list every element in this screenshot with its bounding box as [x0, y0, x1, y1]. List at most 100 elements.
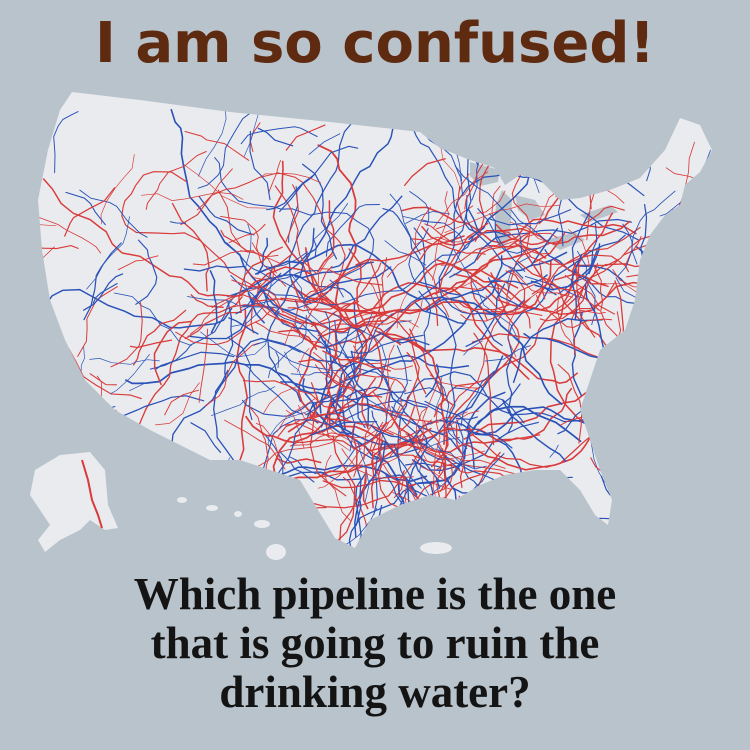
alaska-pipeline — [81, 459, 103, 529]
pipeline-line — [465, 283, 506, 348]
pipeline-line — [429, 411, 468, 425]
pipeline-line — [412, 454, 444, 480]
pipeline-line — [539, 261, 546, 300]
pipeline-line — [280, 251, 568, 391]
pipeline-line — [577, 250, 596, 326]
pipeline-line — [566, 282, 616, 316]
pipeline-line — [155, 351, 235, 370]
pipeline-line — [110, 301, 143, 368]
pipeline-line — [380, 407, 428, 466]
pipeline-line — [197, 108, 257, 189]
pipeline-line — [279, 451, 315, 483]
pipeline-line — [325, 204, 380, 257]
pipeline-line — [342, 262, 382, 312]
pipeline-line — [476, 190, 506, 214]
pipeline-line — [510, 209, 549, 244]
pipeline-line — [507, 256, 531, 294]
pipeline-line — [407, 300, 423, 339]
pipeline-line — [209, 270, 218, 334]
pipeline-line — [279, 492, 301, 545]
pipeline-line — [155, 382, 200, 426]
pipeline-line — [352, 323, 402, 346]
pipeline-line — [371, 438, 405, 511]
pipeline-line — [361, 377, 376, 430]
pipeline-line — [211, 294, 285, 323]
pipeline-line — [514, 242, 555, 291]
pipeline-line — [425, 363, 440, 398]
pipeline-line — [238, 246, 283, 313]
pipeline-line — [324, 340, 366, 428]
pipeline-line — [372, 391, 439, 423]
pipeline-line — [555, 123, 601, 198]
pipeline-line — [424, 223, 457, 246]
pipeline-line — [183, 164, 268, 209]
pipeline-line — [421, 220, 631, 247]
pipeline-line — [100, 154, 135, 225]
pipeline-line — [129, 383, 144, 392]
pipeline-line — [434, 379, 461, 445]
pipeline-line — [273, 227, 315, 315]
pipeline-line — [429, 291, 439, 327]
pipeline-line — [659, 402, 674, 482]
pipeline-line — [38, 367, 67, 393]
pipeline-line — [455, 416, 479, 420]
pipeline-line — [285, 409, 305, 449]
pipeline-line — [435, 426, 472, 434]
pipeline-line — [347, 382, 403, 414]
pipeline-line — [79, 189, 148, 238]
pipeline-line — [298, 404, 350, 451]
pipeline-line — [330, 391, 406, 403]
pipeline-line — [452, 387, 525, 424]
pipeline-line — [169, 221, 187, 224]
pipeline-line — [411, 234, 626, 471]
pipeline-line — [276, 396, 318, 432]
pipeline-line — [257, 127, 294, 147]
pipeline-line — [659, 226, 690, 249]
pipeline-line — [353, 328, 360, 363]
pipeline-line — [121, 502, 164, 548]
pipeline-line — [675, 203, 712, 287]
pipeline-line — [267, 345, 343, 372]
pipeline-line — [400, 206, 637, 244]
pipeline-line — [38, 224, 57, 227]
pipeline-line — [228, 223, 266, 244]
pipeline-line — [403, 158, 446, 187]
pipeline-line — [314, 364, 354, 392]
pipeline-line — [676, 287, 712, 357]
pipeline-line — [384, 344, 395, 418]
pipeline-line — [556, 296, 581, 349]
pipeline-line — [399, 405, 416, 432]
pipeline-line — [455, 299, 528, 311]
pipeline-line — [489, 209, 572, 226]
pipeline-line — [329, 279, 344, 298]
pipeline-line — [406, 352, 427, 395]
pipeline-line — [266, 310, 301, 402]
pipeline-line — [297, 265, 333, 331]
pipeline-line — [125, 439, 145, 521]
pipeline-line — [254, 429, 344, 469]
caption: Which pipeline is the one that is going … — [0, 570, 750, 717]
pipeline-line — [302, 412, 389, 464]
pipeline-line — [573, 237, 712, 313]
pipeline-line — [186, 296, 276, 307]
pipeline-line — [89, 373, 117, 386]
pipeline-line — [378, 331, 430, 346]
pipeline-line — [418, 281, 487, 300]
pipeline-line — [432, 191, 450, 281]
caption-line-3: drinking water? — [219, 667, 531, 717]
pipeline-line — [460, 283, 536, 322]
pipeline-line — [227, 337, 253, 421]
pipeline-line — [200, 331, 269, 358]
pipeline-line — [227, 92, 417, 298]
pipeline-line — [419, 231, 455, 261]
pipeline-line — [317, 200, 335, 273]
pipeline-line — [308, 133, 341, 155]
pipeline-line — [433, 426, 477, 493]
pipeline-line — [374, 329, 578, 385]
pipeline-line — [319, 268, 384, 286]
pipeline-line — [190, 422, 222, 453]
pipeline-line — [465, 194, 524, 279]
pipeline-line — [434, 282, 475, 316]
pipeline-line — [113, 292, 192, 346]
